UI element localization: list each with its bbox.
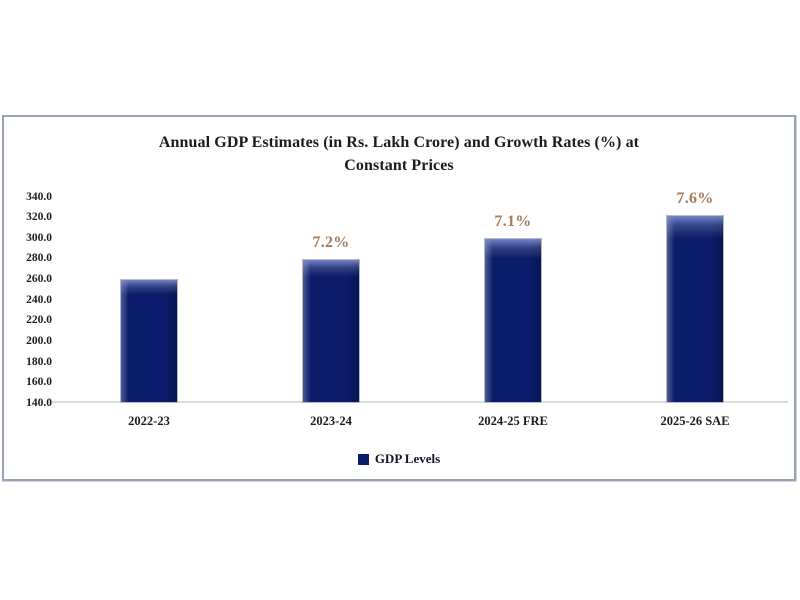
y-axis-tick-label: 220.0 <box>26 314 52 327</box>
gdp-bar <box>120 279 178 403</box>
y-axis-tick-label: 140.0 <box>26 397 52 409</box>
chart-title-line-1: Annual GDP Estimates (in Rs. Lakh Crore)… <box>158 134 640 151</box>
bar-slot: 7.1% <box>422 196 604 403</box>
bars-area: 7.2% 7.1% 7.6% <box>58 190 786 403</box>
y-axis-tick-label: 180.0 <box>26 355 52 368</box>
legend-swatch-icon <box>357 453 369 465</box>
legend-label: GDP Levels <box>374 451 441 466</box>
y-axis-tick-label: 300.0 <box>26 231 52 244</box>
y-axis-tick-label: 320.0 <box>26 211 52 224</box>
x-axis-baseline <box>52 401 788 403</box>
y-axis-tick-label: 200.0 <box>26 335 52 348</box>
growth-rate-label: 7.6% <box>676 190 714 207</box>
y-axis-tick-label: 240.0 <box>26 293 52 306</box>
x-axis: 2022-23 2023-24 2024-25 FRE 2025-26 SAE <box>58 414 786 429</box>
bar-slot: 7.6% <box>604 190 786 403</box>
gdp-bar <box>302 259 360 403</box>
x-axis-category-label: 2024-25 FRE <box>478 414 548 428</box>
chart-title: Annual GDP Estimates (in Rs. Lakh Crore)… <box>4 131 794 177</box>
x-axis-category-label: 2023-24 <box>310 414 352 428</box>
y-axis-tick-label: 260.0 <box>26 273 52 286</box>
gdp-bar <box>666 215 724 403</box>
chart-title-line-2: Constant Prices <box>344 157 454 174</box>
y-axis-tick-label: 340.0 <box>26 190 52 203</box>
legend: GDP Levels <box>4 451 794 467</box>
bar-slot: 7.2% <box>240 196 422 403</box>
growth-rate-label: 7.2% <box>312 234 350 251</box>
gdp-bar <box>484 238 542 403</box>
x-axis-category-label: 2025-26 SAE <box>660 414 730 428</box>
y-axis-tick-label: 160.0 <box>26 376 52 389</box>
y-axis-tick-label: 280.0 <box>26 252 52 265</box>
growth-rate-label: 7.1% <box>494 213 532 230</box>
x-axis-category-label: 2022-23 <box>128 414 170 428</box>
bar-slot <box>58 196 240 403</box>
gdp-chart: Annual GDP Estimates (in Rs. Lakh Crore)… <box>2 115 796 481</box>
